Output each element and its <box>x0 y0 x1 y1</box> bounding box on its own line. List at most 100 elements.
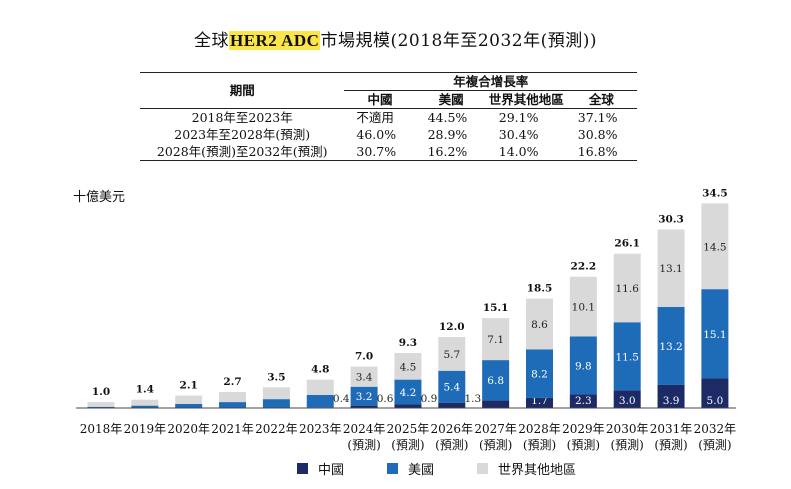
data-label: 13.2 <box>659 341 682 353</box>
x-tick-label: 2024年 <box>343 422 386 436</box>
period-header: 期間 <box>140 72 345 109</box>
total-label: 22.2 <box>571 261 597 273</box>
y-axis-unit-label: 十億美元 <box>73 190 126 205</box>
table-subheader-row: 中國 美國 世界其他地區 全球 <box>140 90 637 109</box>
table-cell: 46.0% <box>356 127 397 142</box>
cagr-table: 期間 年複合增長率 中國 美國 世界其他地區 全球 2018年至2023年 不適… <box>140 72 637 161</box>
data-label: 6.8 <box>487 375 504 387</box>
column-header-rest-of-world: 世界其他地區 <box>486 90 566 109</box>
x-tick-label: 2028年 <box>518 422 561 436</box>
x-tick-label: 2025年 <box>387 422 430 436</box>
x-tick-label: (預測) <box>654 438 687 452</box>
bar-segment <box>394 379 422 405</box>
data-label: 4.2 <box>400 387 417 399</box>
bar-segment <box>438 370 466 403</box>
data-label: 14.5 <box>703 241 726 253</box>
column-header-global: 全球 <box>565 90 637 109</box>
legend-item-rest-of-world: 世界其他地區 <box>477 459 576 478</box>
x-tick-label: 2022年 <box>255 422 298 436</box>
bar-segment <box>306 394 334 408</box>
title-suffix: 市場規模(2018年至2032年(預測)) <box>320 31 598 51</box>
table-row: 2018年至2023年 不適用 44.5% 29.1% 37.1% <box>140 109 637 127</box>
data-label: 13.1 <box>659 263 682 275</box>
data-label: 9.8 <box>575 360 592 372</box>
table-cell: 28.9% <box>427 127 468 142</box>
bar-segment <box>569 276 597 337</box>
chart-title: 全球HER2 ADC市場規模(2018年至2032年(預測)) <box>0 26 791 51</box>
x-tick-label: 2026年 <box>431 422 474 436</box>
total-label: 2.7 <box>223 376 241 388</box>
data-label: 0.9 <box>421 393 438 405</box>
data-label: 11.5 <box>616 351 639 363</box>
data-label: 3.0 <box>619 395 636 407</box>
bar-segment <box>219 392 247 403</box>
x-tick-label: 2030年 <box>606 422 649 436</box>
bar-segment <box>482 360 510 401</box>
title-highlight: HER2 ADC <box>228 31 321 50</box>
bar-segment <box>175 395 203 404</box>
data-label: 3.4 <box>356 372 373 384</box>
column-header-china: 中國 <box>344 90 416 109</box>
table-cell: 16.2% <box>415 143 487 161</box>
cagr-header: 年複合增長率 <box>344 72 637 91</box>
table-cell: 44.5% <box>427 110 468 125</box>
data-label: 0.4 <box>333 393 350 405</box>
bar-segment <box>394 404 422 408</box>
data-label: 0.6 <box>377 393 394 405</box>
x-tick-label: 2023年 <box>299 422 342 436</box>
legend-label-us: 美國 <box>408 463 435 478</box>
x-tick-label: (預測) <box>391 438 424 452</box>
bar-segment <box>569 336 597 395</box>
x-tick-label: (預測) <box>435 438 468 452</box>
bar-segment <box>657 306 685 385</box>
total-label: 30.3 <box>658 213 684 225</box>
x-tick-label: (預測) <box>567 438 600 452</box>
bar-segment <box>701 289 729 379</box>
total-label: 26.1 <box>614 238 640 250</box>
x-tick-label: 2018年 <box>80 422 123 436</box>
bar-segment <box>131 405 159 408</box>
data-label: 11.6 <box>616 283 640 295</box>
bar-segment <box>438 402 466 408</box>
table-header-row: 期間 年複合增長率 <box>140 72 637 109</box>
total-label: 34.5 <box>702 187 728 199</box>
x-tick-label: 2031年 <box>650 422 693 436</box>
bar-segment <box>350 405 378 408</box>
data-label: 3.9 <box>663 395 680 407</box>
bar-segment <box>87 402 115 407</box>
bar-segment <box>87 406 115 408</box>
x-tick-label: (預測) <box>611 438 644 452</box>
data-label: 2.3 <box>575 395 592 407</box>
legend-item-us: 美國 <box>387 459 434 478</box>
bar-segment <box>482 318 510 361</box>
data-label: 5.0 <box>707 395 724 407</box>
total-label: 1.4 <box>136 384 154 396</box>
table-cell: 30.8% <box>577 127 618 142</box>
bar-segment <box>526 298 553 350</box>
bar-segment <box>701 378 729 408</box>
row-period: 2023年至2028年(預測) <box>174 127 311 142</box>
row-period: 2028年(預測)至2032年(預測) <box>140 143 345 161</box>
bar-segment <box>350 386 378 406</box>
legend-item-china: 中國 <box>297 459 344 478</box>
x-tick-label: 2021年 <box>211 422 254 436</box>
total-label: 3.5 <box>267 371 285 383</box>
x-tick-label: 2029年 <box>562 422 605 436</box>
data-label: 3.2 <box>356 391 373 403</box>
x-tick-label: (預測) <box>347 438 380 452</box>
bar-segment <box>306 379 334 395</box>
data-label: 8.2 <box>531 369 548 381</box>
column-header-us: 美國 <box>415 90 487 109</box>
bar-segment <box>569 394 597 408</box>
x-tick-label: (預測) <box>479 438 512 452</box>
table-cell: 29.1% <box>498 110 539 125</box>
bar-segment <box>482 400 510 408</box>
legend-swatch-china <box>297 463 308 474</box>
legend-swatch-rest-of-world <box>477 463 488 474</box>
table-cell: 30.4% <box>498 127 539 142</box>
table-cell: 14.0% <box>486 143 566 161</box>
data-label: 7.1 <box>487 334 504 346</box>
x-tick-label: 2027年 <box>474 422 517 436</box>
table-cell: 不適用 <box>356 110 394 125</box>
bar-segment <box>438 337 466 371</box>
